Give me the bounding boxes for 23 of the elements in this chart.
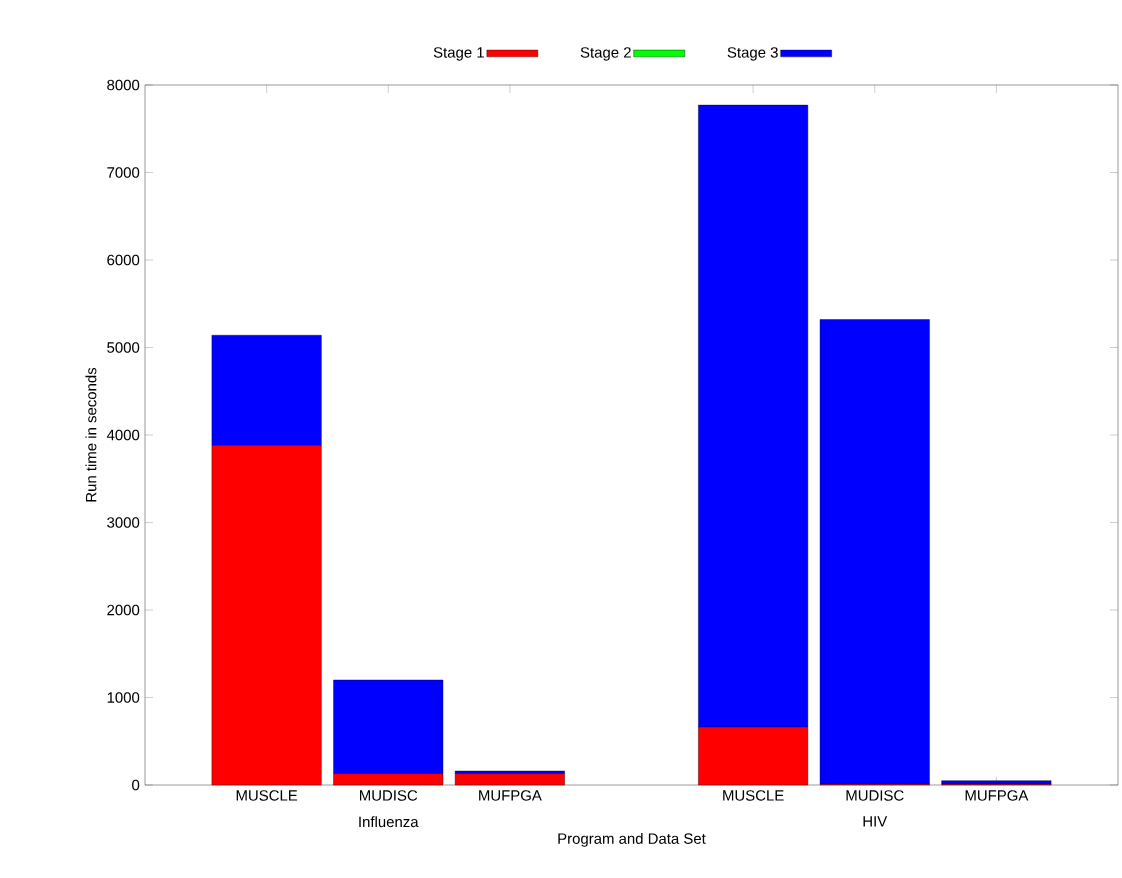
y-tick-label: 4000 (106, 429, 140, 441)
y-tick-label: 8000 (107, 79, 140, 91)
x-tick-label: MUSCLE (236, 790, 298, 801)
legend-label: Stage 1 (433, 47, 484, 61)
legend-label: Stage 2 (580, 47, 631, 61)
y-tick-label: 6000 (107, 254, 140, 266)
y-tick-label: 5000 (107, 342, 140, 353)
y-tick-label: 7000 (107, 167, 140, 178)
y-tick-label: 3000 (107, 517, 140, 528)
x-tick-label: MUDISC (846, 790, 904, 801)
y-tick-label: 0 (132, 779, 140, 791)
x-tick-label: MUSCLE (723, 790, 784, 801)
y-tick-label: 2000 (107, 604, 140, 616)
y-tick-label: 1000 (107, 692, 140, 703)
text: HIV (863, 816, 888, 827)
bar (819, 319, 930, 785)
x-axis-title: Program and Data Set (558, 832, 706, 847)
x-tick-label: MUFPGA (965, 790, 1029, 801)
x-tick-label: MUDISC (360, 790, 418, 801)
x-tick-label: MUFPGA (479, 790, 542, 801)
y-axis-title: Run time in seconds (85, 367, 97, 502)
legend-label: Stage 3 (727, 47, 778, 61)
text: Influenza (359, 816, 419, 828)
